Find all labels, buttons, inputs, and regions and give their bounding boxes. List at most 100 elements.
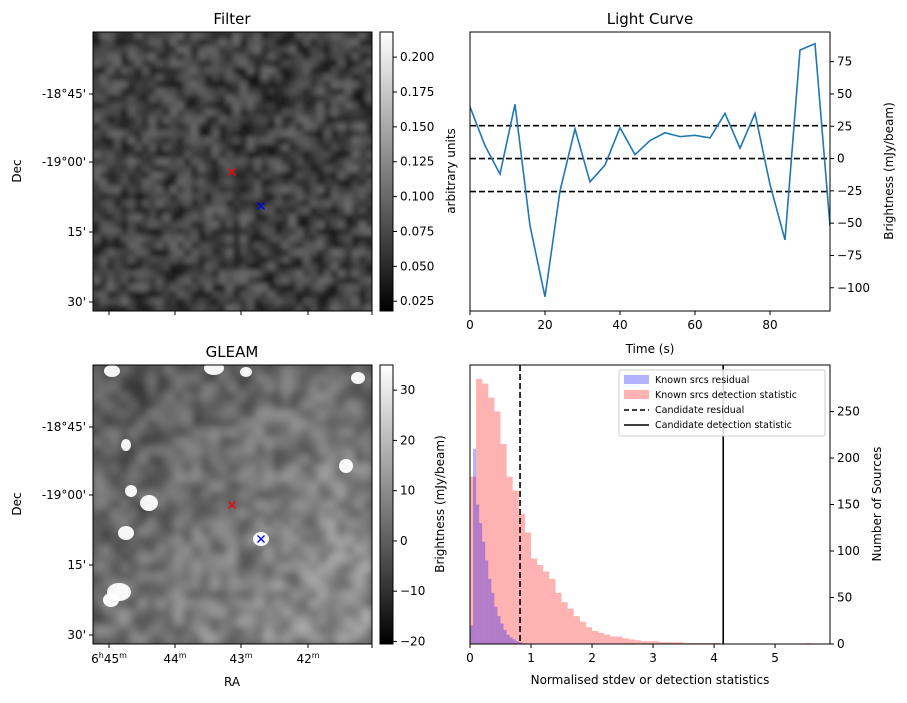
ra-tick-label: 44m bbox=[163, 651, 186, 666]
lightcurve-y-tick-label: −100 bbox=[837, 281, 870, 295]
residual-bar bbox=[473, 448, 477, 644]
residual-bar bbox=[482, 541, 486, 644]
gleam-colorbar-label: Brightness (mJy/beam) bbox=[433, 435, 447, 573]
candidate-marker bbox=[228, 501, 236, 509]
detection-bar bbox=[628, 639, 635, 644]
detection-bar bbox=[482, 383, 489, 644]
colorbar-tick-label: 10 bbox=[400, 484, 415, 498]
residual-bar bbox=[476, 504, 480, 644]
colorbar-tick-label: 20 bbox=[400, 433, 415, 447]
colorbar-tick-label: 0.100 bbox=[400, 190, 434, 204]
histogram-y-tick-label: 200 bbox=[837, 451, 860, 465]
residual-bar bbox=[515, 641, 519, 644]
lightcurve-y-tick-label: 0 bbox=[837, 152, 845, 166]
gleam-bright-source bbox=[125, 485, 137, 497]
lightcurve-y-tick-label: 25 bbox=[837, 119, 852, 133]
residual-bar bbox=[506, 634, 510, 644]
histogram-x-tick-label: 0 bbox=[466, 651, 474, 665]
detection-bar bbox=[494, 411, 501, 644]
gleam-xlabel: RA bbox=[224, 675, 241, 689]
filter-ylabel: Dec bbox=[10, 159, 24, 182]
filter-colorbar-label: arbitrary units bbox=[444, 128, 458, 214]
detection-bar bbox=[604, 634, 611, 644]
lightcurve-y-tick-label: −25 bbox=[837, 184, 862, 198]
colorbar-tick-label: −10 bbox=[400, 584, 425, 598]
detection-bar bbox=[543, 571, 550, 644]
detection-bar bbox=[531, 558, 538, 644]
filter-colorbar bbox=[379, 31, 394, 312]
dec-tick-label: 15' bbox=[67, 558, 86, 572]
detection-bar bbox=[646, 641, 654, 644]
lightcurve-series bbox=[470, 42, 830, 297]
lightcurve-panel: Light Curve 0 20 40 60 80 −100 −75 −50 −25 0 25 50 7… bbox=[466, 10, 896, 356]
detection-bar bbox=[598, 632, 605, 644]
residual-bar bbox=[497, 616, 501, 644]
detection-bar bbox=[616, 636, 623, 644]
histogram-ylabel: Number of Sources bbox=[870, 447, 884, 562]
detection-bar bbox=[561, 602, 568, 644]
gleam-ylabel: Dec bbox=[10, 492, 24, 515]
colorbar-tick-label: 0.200 bbox=[400, 50, 434, 64]
gleam-title: GLEAM bbox=[206, 343, 259, 361]
detection-bar bbox=[659, 642, 666, 644]
dec-tick-label: -19°00' bbox=[42, 488, 86, 502]
residual-bar bbox=[491, 592, 495, 644]
detection-bar bbox=[592, 630, 599, 644]
dec-tick-label: -18°45' bbox=[42, 420, 86, 434]
legend-swatch-detection bbox=[624, 390, 649, 399]
colorbar-tick-label: 0.075 bbox=[400, 224, 434, 238]
residual-bar bbox=[485, 560, 489, 644]
lightcurve-x-tick-label: 80 bbox=[762, 318, 777, 332]
detection-bar bbox=[677, 642, 684, 644]
histogram-y-tick-label: 50 bbox=[837, 591, 852, 605]
residual-bar bbox=[494, 606, 498, 644]
detection-bar bbox=[512, 490, 519, 644]
histogram-y-tick-label: 0 bbox=[837, 637, 845, 651]
detection-bar bbox=[585, 627, 593, 644]
detection-bar bbox=[579, 621, 586, 644]
residual-bar bbox=[512, 639, 516, 644]
ra-tick-label: 42m bbox=[296, 651, 319, 666]
lightcurve-x-tick-label: 0 bbox=[466, 318, 474, 332]
residual-bar bbox=[518, 642, 522, 644]
histogram-y-tick-label: 100 bbox=[837, 544, 860, 558]
filter-title: Filter bbox=[213, 10, 251, 28]
residual-bar bbox=[500, 623, 504, 644]
detection-bar bbox=[640, 641, 647, 644]
filter-image bbox=[93, 32, 372, 311]
histogram-y-tick-label: 250 bbox=[837, 405, 860, 419]
detection-bar bbox=[665, 642, 672, 644]
lightcurve-ylabel: Brightness (mJy/beam) bbox=[882, 102, 896, 240]
legend-swatch-residual bbox=[624, 375, 649, 384]
filter-panel: Filter -18°45' -19°00' 15' 30' Dec 0.025 0.0… bbox=[10, 10, 458, 315]
residual-bar bbox=[488, 578, 492, 644]
gleam-bright-source bbox=[339, 459, 353, 473]
known-source-marker bbox=[257, 202, 265, 210]
legend-label-candidate-detection: Candidate detection statistic bbox=[655, 420, 792, 431]
histogram-x-tick-label: 1 bbox=[527, 651, 535, 665]
lightcurve-y-tick-label: −50 bbox=[837, 216, 862, 230]
lightcurve-xlabel: Time (s) bbox=[625, 342, 675, 356]
detection-bar bbox=[573, 616, 580, 644]
detection-bar bbox=[476, 378, 483, 644]
dec-tick-label: 15' bbox=[67, 225, 86, 239]
detection-bar bbox=[567, 608, 574, 644]
legend-label-candidate-residual: Candidate residual bbox=[655, 405, 744, 416]
detection-bar bbox=[671, 642, 678, 644]
colorbar-tick-label: −20 bbox=[400, 634, 425, 648]
lightcurve-y-tick-label: 75 bbox=[837, 55, 852, 69]
colorbar-tick-label: 0.150 bbox=[400, 120, 434, 134]
detection-bar bbox=[506, 476, 513, 644]
gleam-bright-source bbox=[103, 593, 119, 607]
lightcurve-x-tick-label: 40 bbox=[612, 318, 627, 332]
legend-label-residual: Known srcs residual bbox=[655, 375, 749, 386]
lightcurve-x-tick-label: 20 bbox=[537, 318, 552, 332]
lightcurve-y-tick-label: −75 bbox=[837, 248, 862, 262]
legend-label-detection: Known srcs detection statistic bbox=[655, 390, 797, 401]
detection-bar bbox=[524, 532, 532, 644]
detection-bar bbox=[488, 397, 495, 644]
detection-bar bbox=[537, 564, 544, 644]
histogram-x-tick-label: 3 bbox=[649, 651, 657, 665]
